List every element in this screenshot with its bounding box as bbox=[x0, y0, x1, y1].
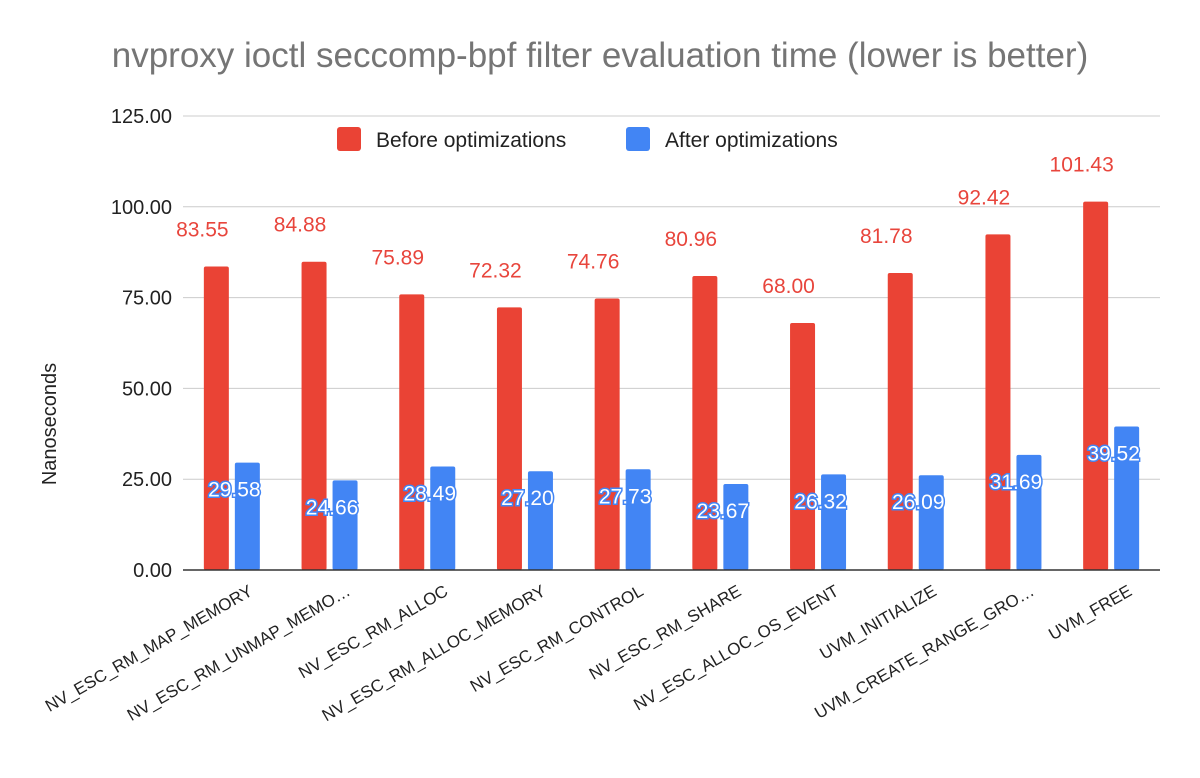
bar-after bbox=[430, 466, 456, 570]
bar-after bbox=[821, 474, 847, 570]
y-tick-label: 25.00 bbox=[122, 469, 172, 491]
bar-before bbox=[790, 323, 816, 570]
data-label-before: 72.32 bbox=[469, 259, 522, 282]
data-label-before: 92.42 bbox=[958, 186, 1011, 209]
data-label-after: 26.32 bbox=[794, 490, 847, 513]
data-label-after: 23.67 bbox=[697, 500, 750, 523]
data-label-after: 27.20 bbox=[501, 487, 554, 510]
data-label-after: 24.66 bbox=[306, 496, 359, 519]
legend-swatch-before bbox=[337, 127, 361, 151]
bar-before bbox=[887, 272, 913, 570]
legend: Before optimizations After optimizations bbox=[337, 127, 838, 152]
data-label-before: 68.00 bbox=[762, 275, 815, 298]
data-label-after: 26.09 bbox=[892, 491, 945, 514]
legend-label-after: After optimizations bbox=[665, 129, 838, 152]
data-label-after: 27.73 bbox=[599, 485, 652, 508]
y-axis-label: Nanoseconds bbox=[39, 363, 61, 485]
bar-after bbox=[625, 469, 651, 570]
data-label-before: 101.43 bbox=[1050, 154, 1114, 177]
chart-title: nvproxy ioctl seccomp-bpf filter evaluat… bbox=[111, 36, 1089, 75]
bar-before bbox=[594, 298, 620, 570]
data-label-after: 29.58 bbox=[208, 479, 261, 502]
legend-label-before: Before optimizations bbox=[376, 129, 566, 152]
bar-after bbox=[332, 480, 358, 570]
x-tick-label: NV_ESC_RM_CONTROL bbox=[467, 581, 647, 696]
y-tick-label: 100.00 bbox=[111, 197, 172, 219]
data-label-after: 28.49 bbox=[403, 483, 456, 506]
x-axis-ticks: NV_ESC_RM_MAP_MEMORYNV_ESC_RM_UNMAP_MEMO… bbox=[42, 581, 1135, 725]
data-label-before: 84.88 bbox=[274, 214, 327, 237]
bar-after bbox=[1016, 454, 1042, 570]
bar-before bbox=[692, 275, 718, 570]
data-label-after: 31.69 bbox=[990, 471, 1043, 494]
bar-before bbox=[301, 261, 327, 570]
legend-swatch-after bbox=[626, 127, 650, 151]
data-label-before: 83.55 bbox=[176, 219, 229, 242]
bar-after bbox=[527, 471, 553, 570]
bar-before bbox=[1083, 201, 1109, 570]
y-tick-label: 50.00 bbox=[122, 378, 172, 400]
gridlines bbox=[183, 115, 1160, 480]
bars bbox=[203, 201, 1140, 570]
data-label-after: 39.52 bbox=[1087, 442, 1140, 465]
data-labels: 83.55 29.58 84.88 24.66 75.89 28.49 72.32 27.20… bbox=[176, 154, 1141, 525]
bar-before bbox=[496, 307, 522, 570]
bar-before bbox=[985, 234, 1011, 570]
data-label-before: 80.96 bbox=[665, 228, 718, 251]
data-label-before: 75.89 bbox=[371, 246, 424, 269]
bar-after bbox=[234, 462, 260, 570]
y-tick-label: 125.00 bbox=[111, 106, 172, 128]
bar-before bbox=[399, 294, 425, 570]
bar-after bbox=[1114, 426, 1140, 570]
x-tick-label: UVM_FREE bbox=[1045, 581, 1135, 644]
data-label-before: 74.76 bbox=[567, 250, 620, 273]
data-label-before: 81.78 bbox=[860, 225, 913, 248]
y-axis-ticks: 0.00 25.00 50.00 75.00 100.00 125.00 bbox=[111, 106, 172, 582]
y-tick-label: 75.00 bbox=[122, 288, 172, 310]
bar-after bbox=[723, 484, 749, 570]
bar-before bbox=[203, 266, 229, 570]
y-tick-label: 0.00 bbox=[133, 560, 172, 582]
bar-after bbox=[918, 475, 944, 570]
